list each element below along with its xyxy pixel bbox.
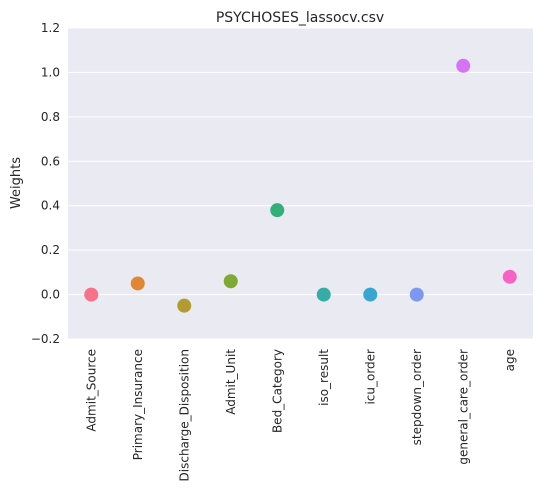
data-point-admit-unit	[223, 274, 238, 289]
y-tick-label: 0.0	[41, 288, 60, 302]
y-tick-label: 0.4	[41, 199, 60, 213]
y-tick-label: 0.8	[41, 110, 60, 124]
x-tick-label: age	[503, 349, 517, 371]
y-tick-label: 0.6	[41, 154, 60, 168]
plot-area	[68, 28, 533, 339]
y-tick-label: 1.2	[41, 21, 60, 35]
data-point-primary-insurance	[130, 276, 145, 291]
data-point-iso-result	[316, 287, 331, 302]
grid-lines	[68, 27, 533, 340]
y-tick-label: −0.2	[31, 332, 60, 346]
x-tick-label: Discharge_Disposition	[177, 349, 191, 481]
y-axis-title: Weights	[9, 157, 24, 209]
y-tick-label: 1.0	[41, 65, 60, 79]
x-tick-label: general_care_order	[456, 349, 470, 465]
x-tick-label: Bed_Category	[270, 349, 284, 433]
data-point-bed-category	[270, 203, 285, 218]
y-axis-tick-labels: −0.2 0.0 0.2 0.4 0.6 0.8 1.0 1.2	[31, 21, 60, 346]
x-tick-label: icu_order	[363, 349, 377, 405]
x-tick-label: iso_result	[317, 349, 331, 406]
chart-title: PSYCHOSES_lassocv.csv	[216, 10, 384, 26]
x-tick-label: stepdown_order	[410, 349, 424, 445]
data-points	[84, 58, 517, 313]
data-point-admit-source	[84, 287, 99, 302]
data-point-discharge-disposition	[177, 298, 192, 313]
x-tick-label: Admit_Source	[84, 349, 98, 432]
data-point-stepdown-order	[409, 287, 424, 302]
data-point-general-care-order	[456, 58, 471, 73]
x-tick-label: Admit_Unit	[224, 349, 238, 415]
x-axis-tick-labels: Admit_Source Primary_Insurance Discharge_D…	[84, 349, 517, 482]
data-point-age	[502, 269, 517, 284]
data-point-icu-order	[363, 287, 378, 302]
x-tick-label: Primary_Insurance	[131, 349, 145, 460]
y-tick-label: 0.2	[41, 243, 60, 257]
